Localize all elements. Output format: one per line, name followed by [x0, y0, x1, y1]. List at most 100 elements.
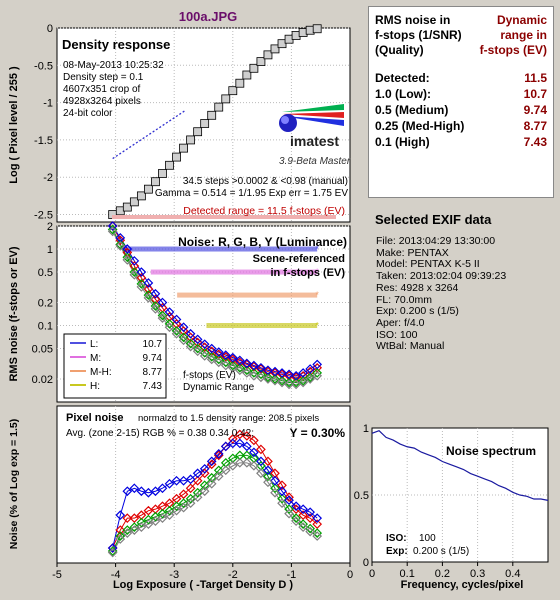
pixel-x-ticks: -5 -4 -3 -2 -1 0 — [52, 563, 353, 581]
density-point — [158, 169, 167, 178]
pixel-point — [157, 483, 168, 494]
noise-point — [312, 370, 323, 381]
threshold-marker: * — [315, 321, 319, 331]
pixel-point — [234, 457, 245, 468]
density-point — [207, 110, 217, 120]
pixel-point — [312, 519, 323, 529]
dr-header-left-1: RMS noise in — [375, 13, 451, 27]
noise-point — [115, 241, 126, 251]
pixel-point — [122, 513, 133, 523]
pixel-point — [157, 508, 168, 519]
noise-point — [157, 297, 168, 308]
noise-point — [305, 374, 316, 384]
spectrum-curve — [371, 429, 549, 501]
threshold-marker: * — [315, 244, 319, 254]
spectrum-title: Noise spectrum — [446, 444, 536, 458]
noise-point — [227, 352, 238, 363]
spectrum-grid — [372, 428, 548, 562]
pixel-point — [270, 487, 280, 498]
pixel-point — [305, 513, 316, 523]
pixel-point — [143, 519, 154, 529]
exif-taken: Taken: 2013:02:04 09:39:23 — [376, 270, 507, 283]
noise-point — [122, 255, 133, 265]
pixel-point — [277, 498, 287, 509]
pixel-point — [171, 501, 182, 512]
legend-key-mh: M-H: — [90, 367, 112, 378]
stats-line-1: 34.5 steps >0.0002 & <0.98 (manual) — [183, 176, 348, 187]
noise-point — [270, 374, 280, 384]
x-tick-label: -1 — [287, 569, 297, 581]
x-tick-label: 0.4 — [505, 568, 520, 580]
dr-header-right-1: Dynamic — [496, 13, 547, 27]
spectrum-iso-label: ISO: — [386, 533, 407, 544]
pixel-point — [150, 486, 161, 497]
exif-fl: FL: 70.0mm — [376, 293, 433, 306]
density-point — [151, 177, 160, 187]
pixel-point — [277, 480, 287, 491]
density-point — [122, 202, 132, 212]
pixel-points — [107, 429, 323, 558]
file-title: 100a.JPG — [179, 9, 238, 24]
dr-row-medium: 0.5 (Medium) 9.74 — [375, 103, 547, 119]
noise-title: Noise: R, G, B, Y (Luminance) — [178, 235, 347, 249]
series-line — [112, 462, 318, 553]
pixel-point — [129, 483, 140, 494]
pixel-point — [199, 468, 210, 479]
exif-list: File: 2013:04:29 13:30:00 Make: PENTAX M… — [376, 235, 507, 353]
noise-point — [192, 334, 203, 345]
legend-value-m: 9.74 — [143, 353, 163, 364]
dr-row-high: 0.1 (High) 7.43 — [375, 135, 547, 151]
y-tick-label: 2 — [47, 221, 53, 233]
x-tick-label: -3 — [169, 569, 179, 581]
noise-point — [178, 326, 189, 336]
x-tick-label: 0.1 — [400, 568, 415, 580]
noise-point — [178, 335, 189, 346]
y-tick-label: 0.2 — [38, 297, 53, 309]
spectrum-exp-value: 0.200 s (1/5) — [413, 546, 469, 557]
noise-ylabel: RMS noise (f-stops or EV) — [8, 246, 20, 381]
pixel-point — [122, 525, 133, 535]
noise-point — [178, 322, 189, 333]
density-ylabel: Log ( Pixel level / 255 ) — [8, 66, 20, 184]
pixel-point — [234, 438, 245, 449]
noise-point — [234, 362, 245, 373]
y-tick-label: 0.5 — [354, 490, 369, 502]
dr-header-right-2: range in — [500, 28, 547, 42]
pixel-point — [107, 547, 118, 558]
y-tick-label: 0 — [363, 557, 369, 569]
series-line — [112, 442, 318, 549]
pixel-point — [256, 456, 266, 467]
noise-point — [234, 355, 245, 366]
pixel-point — [277, 493, 287, 504]
exif-res: Res: 4928 x 3264 — [376, 281, 459, 294]
pixel-y-text: Y = 0.30% — [290, 426, 346, 440]
pixel-point — [242, 431, 252, 441]
x-tick-label: -4 — [111, 569, 121, 581]
noise-points — [107, 221, 323, 390]
pixel-title: Pixel noise — [66, 412, 123, 424]
exif-wtbal: WtBal: Manual — [376, 340, 445, 353]
noise-threshold-bars: * * * * — [122, 244, 319, 331]
y-tick-label: -2.5 — [34, 210, 53, 222]
pixel-point — [270, 483, 280, 494]
pixel-point — [298, 510, 308, 521]
pixel-point — [178, 498, 189, 509]
dr-row-detected: Detected: 11.5 — [375, 71, 547, 87]
x-tick-label: 0.2 — [435, 568, 450, 580]
noise-point — [129, 267, 140, 277]
noise-point — [277, 368, 287, 378]
pixel-point — [185, 474, 196, 485]
noise-point — [220, 357, 231, 368]
pixel-point — [249, 460, 259, 471]
noise-point — [136, 282, 147, 292]
noise-point — [312, 368, 323, 378]
noise-point — [256, 369, 266, 380]
pixel-point — [234, 429, 245, 440]
noise-point — [136, 267, 147, 277]
pixel-point — [150, 511, 161, 522]
pixel-point — [284, 492, 294, 503]
noise-point — [242, 368, 252, 378]
pixel-point — [284, 504, 294, 515]
density-point — [172, 152, 181, 162]
density-panel: 0 -0.5 -1 -1.5 -2 -2.5 Density response 08-Ma… — [8, 23, 351, 223]
